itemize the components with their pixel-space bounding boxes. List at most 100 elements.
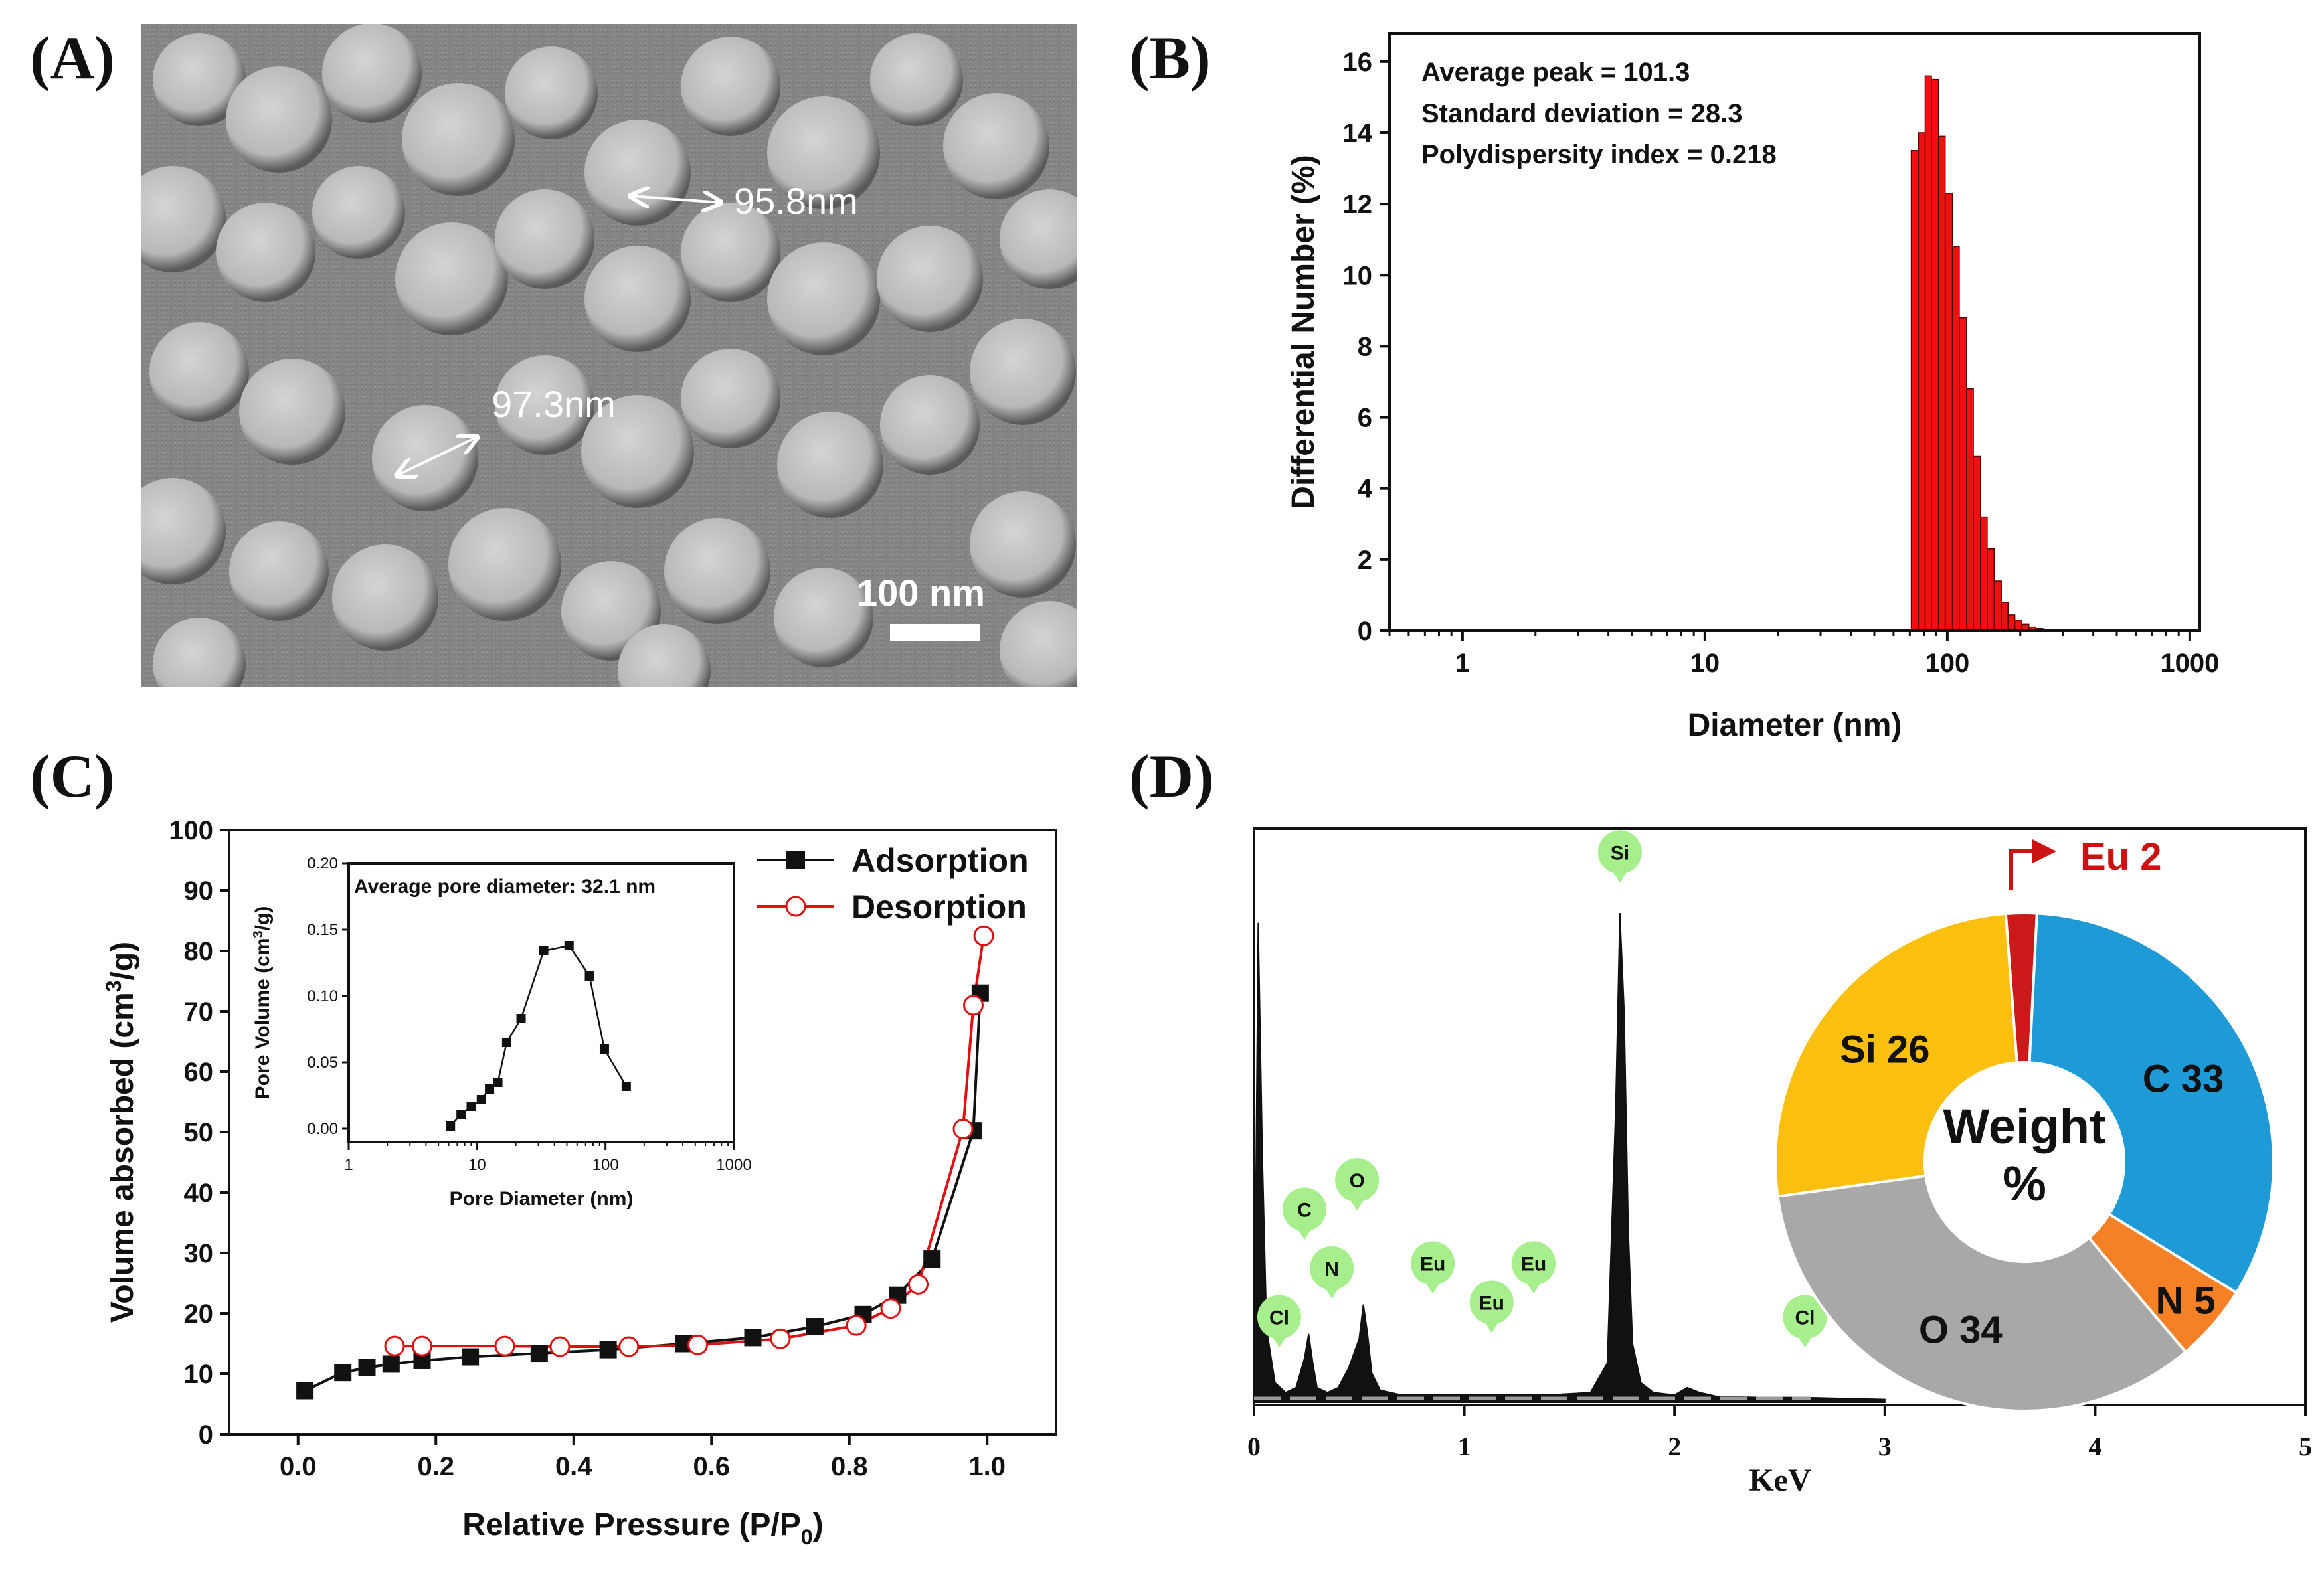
inset-y-tick-label: 0.20 [307, 855, 338, 872]
sem-particle [970, 491, 1076, 598]
inset-y-title-pre: Pore Volume (cm [252, 938, 274, 1099]
sem-particle [767, 242, 880, 355]
inset-y-title-post: /g) [252, 906, 274, 931]
c-y-tick-label: 50 [184, 1118, 214, 1147]
b-x-axis-title: Diameter (nm) [1688, 708, 1902, 743]
element-marker-label: Cl [1269, 1307, 1289, 1329]
c-y-tick-label: 100 [169, 816, 213, 845]
inset-point [516, 1014, 526, 1023]
element-marker-bubble [1783, 1295, 1827, 1339]
inset-x-tick-label: 10 [468, 1156, 486, 1174]
desorption-point [412, 1335, 432, 1357]
c-x-tick-label: 0.4 [555, 1452, 592, 1481]
histogram-bar [2007, 614, 2016, 631]
d-x-tick-label: 5 [2299, 1432, 2312, 1461]
inset-x-tick-label: 1000 [716, 1156, 751, 1174]
sem-particle [141, 166, 226, 272]
c-y-title-post: /g) [105, 942, 140, 981]
b-annotation-std: Standard deviation = 28.3 [1421, 99, 1743, 128]
histogram-bar [1924, 75, 1932, 631]
histogram-bar [2014, 620, 2022, 631]
sem-particle [681, 349, 780, 448]
sem-particle [149, 322, 249, 422]
inset-point [564, 941, 574, 950]
element-marker-bubble [1335, 1158, 1380, 1202]
sem-particle [767, 96, 880, 209]
pie-center-label-2: % [2003, 1156, 2046, 1211]
desorption-point [384, 1335, 405, 1357]
c-x-tick-label: 1.0 [968, 1452, 1006, 1481]
measure-arrow-1 [631, 196, 721, 203]
element-marker-label: N [1324, 1258, 1339, 1280]
histogram-bar [1966, 388, 1974, 631]
sem-particle [448, 508, 561, 621]
sem-particle [402, 83, 515, 196]
element-marker-c: C [1282, 1187, 1326, 1240]
sem-particle [229, 521, 329, 621]
sem-particle [505, 46, 598, 139]
adsorption-point [382, 1355, 400, 1373]
scale-bar [890, 624, 980, 641]
b-y-tick-label: 2 [1358, 546, 1372, 575]
sem-particle [226, 66, 332, 173]
inset-point [493, 1078, 503, 1087]
element-marker-eu: Eu [1512, 1241, 1556, 1294]
histogram-bar [1959, 317, 1967, 631]
sem-image: 95.8nm 97.3nm 100 nm [141, 24, 1077, 687]
sem-particle [332, 544, 438, 651]
inset-point [501, 1038, 511, 1047]
element-marker-label: Si [1611, 842, 1629, 864]
b-annotation-pdi: Polydispersity index = 0.218 [1421, 140, 1777, 169]
desorption-point [880, 1298, 901, 1319]
d-x-tick-label: 3 [1878, 1432, 1892, 1461]
adsorption-point [462, 1348, 480, 1366]
sem-particle [584, 246, 691, 352]
adsorption-point [923, 1250, 941, 1268]
c-y-tick-label: 0 [199, 1420, 213, 1449]
inset-y-tick-label: 0.00 [307, 1120, 338, 1138]
measure-label-1: 95.8nm [734, 180, 858, 222]
element-marker-bubble [1257, 1295, 1301, 1339]
element-marker-cl: Cl [1783, 1295, 1827, 1348]
pie-label-n: N 5 [2156, 1280, 2216, 1323]
desorption-point [618, 1336, 640, 1357]
sem-particle [943, 93, 1049, 199]
legend-label-adsorption: Adsorption [851, 842, 1029, 879]
panel-label-a: (A) [30, 24, 115, 92]
inset-point [621, 1082, 631, 1091]
sem-particle [153, 618, 246, 687]
c-y-tick-label: 60 [184, 1058, 214, 1087]
sem-particle [395, 222, 508, 335]
c-y-tick-label: 80 [184, 937, 214, 966]
desorption-point [494, 1335, 515, 1357]
c-y-tick-label: 10 [184, 1360, 214, 1389]
sem-particle [312, 166, 405, 259]
element-marker-n: N [1310, 1246, 1354, 1299]
b-x-tick-label: 1 [1455, 649, 1470, 678]
desorption-point [549, 1336, 571, 1357]
histogram-bar [1931, 78, 1939, 631]
sem-particle [777, 412, 883, 518]
element-marker-o: O [1335, 1158, 1380, 1211]
adsorption-point [744, 1329, 762, 1347]
c-y-title-pre: Volume absorbed (cm [105, 992, 140, 1323]
c-x-title-main: Relative Pressure (P/P [462, 1507, 801, 1542]
adsorption-point [530, 1345, 548, 1363]
pie-slice-o [1776, 1174, 2188, 1412]
b-y-tick-label: 14 [1343, 119, 1373, 148]
c-y-tick-label: 70 [184, 997, 214, 1027]
adsorption-point [358, 1359, 376, 1376]
c-legend: Adsorption Desorption [757, 842, 1029, 926]
chart-size-distribution: 0 2 4 6 8 10 12 14 16 1 10 100 1000 Average peak = 1… [1286, 32, 2219, 743]
sem-particle [495, 189, 594, 289]
inset-point [466, 1102, 476, 1111]
inset-x-axis-title: Pore Diameter (nm) [450, 1188, 634, 1210]
desorption-point [687, 1334, 708, 1355]
sem-particle [774, 568, 873, 667]
d-x-tick-label: 0 [1247, 1432, 1261, 1461]
b-y-tick-label: 10 [1343, 261, 1373, 290]
sem-particle [1000, 189, 1077, 289]
inset-y-title-sup: 3 [251, 930, 266, 938]
element-marker-si: Si [1597, 830, 1642, 883]
